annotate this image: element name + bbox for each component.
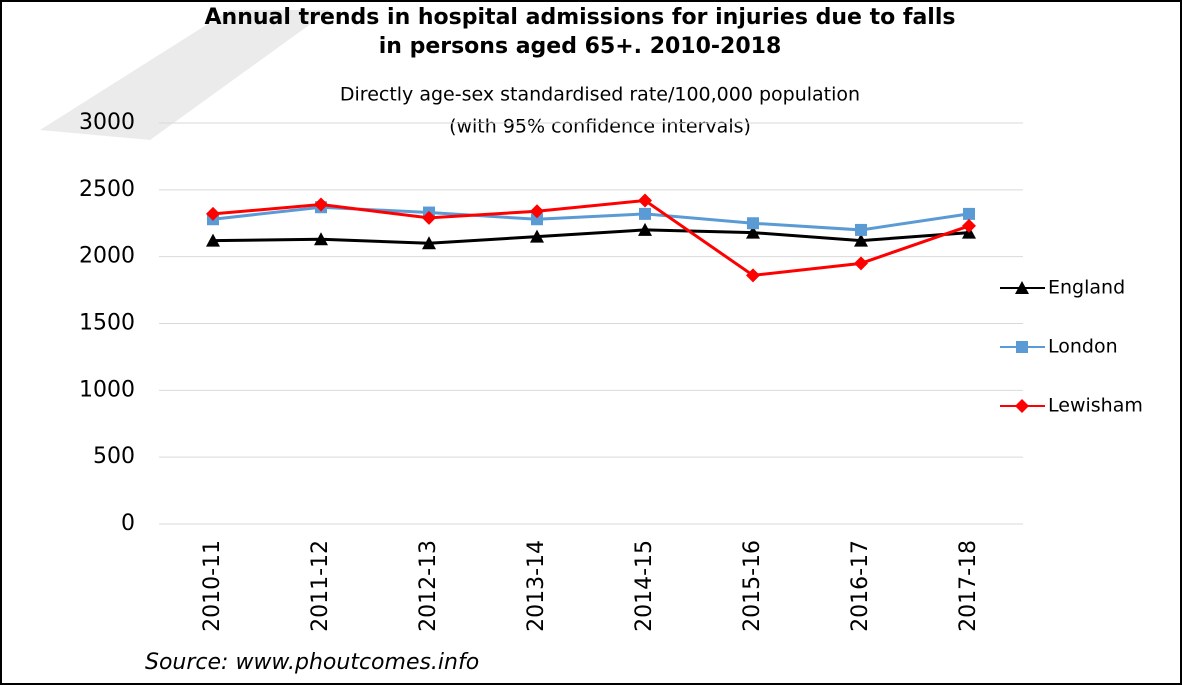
- y-tick-label: 2500: [79, 177, 135, 202]
- x-tick-label: 2011-12: [308, 540, 333, 632]
- legend-marker: [1016, 341, 1028, 353]
- marker: [206, 233, 220, 247]
- marker: [639, 207, 651, 220]
- y-tick-label: 0: [121, 511, 135, 536]
- legend-label: England: [1048, 277, 1125, 299]
- marker: [206, 206, 220, 221]
- marker: [422, 236, 436, 250]
- watermark: [40, 10, 330, 140]
- legend-marker: [1015, 399, 1029, 413]
- marker: [962, 218, 976, 233]
- marker: [747, 217, 759, 230]
- marker: [746, 268, 760, 283]
- source-note: Source: www.phoutcomes.info: [145, 650, 479, 675]
- x-tick-label: 2017-18: [956, 540, 981, 632]
- series-line: [212, 198, 970, 277]
- chart-title: in persons aged 65+. 2010-2018: [379, 34, 782, 59]
- chart-title: Annual trends in hospital admissions for…: [205, 5, 956, 30]
- series-line: [212, 228, 970, 245]
- marker: [746, 225, 760, 239]
- marker: [314, 232, 328, 246]
- marker: [638, 222, 652, 236]
- x-tick-label: 2013-14: [524, 540, 549, 632]
- x-tick-label: 2010-11: [200, 540, 225, 632]
- legend-label: London: [1048, 336, 1118, 358]
- marker: [854, 256, 868, 271]
- chart-subtitle: (with 95% confidence intervals): [449, 116, 751, 138]
- marker: [855, 223, 867, 236]
- x-tick-label: 2016-17: [848, 540, 873, 632]
- x-tick-label: 2014-15: [632, 540, 657, 632]
- x-tick-label: 2015-16: [740, 540, 765, 632]
- legend-label: Lewisham: [1048, 395, 1143, 417]
- y-tick-label: 2000: [79, 244, 135, 269]
- marker: [422, 210, 436, 225]
- x-tick-label: 2012-13: [416, 540, 441, 632]
- marker: [531, 213, 543, 226]
- y-tick-label: 1500: [79, 311, 135, 336]
- marker: [638, 193, 652, 208]
- marker: [314, 197, 328, 212]
- chart-subtitle: Directly age-sex standardised rate/100,0…: [340, 84, 860, 106]
- y-tick-label: 500: [93, 444, 135, 469]
- y-tick-label: 3000: [79, 110, 135, 135]
- marker: [963, 207, 975, 220]
- marker: [854, 233, 868, 247]
- legend-marker: [1015, 281, 1029, 294]
- y-tick-label: 1000: [79, 377, 135, 402]
- marker: [530, 229, 544, 243]
- marker: [530, 204, 544, 219]
